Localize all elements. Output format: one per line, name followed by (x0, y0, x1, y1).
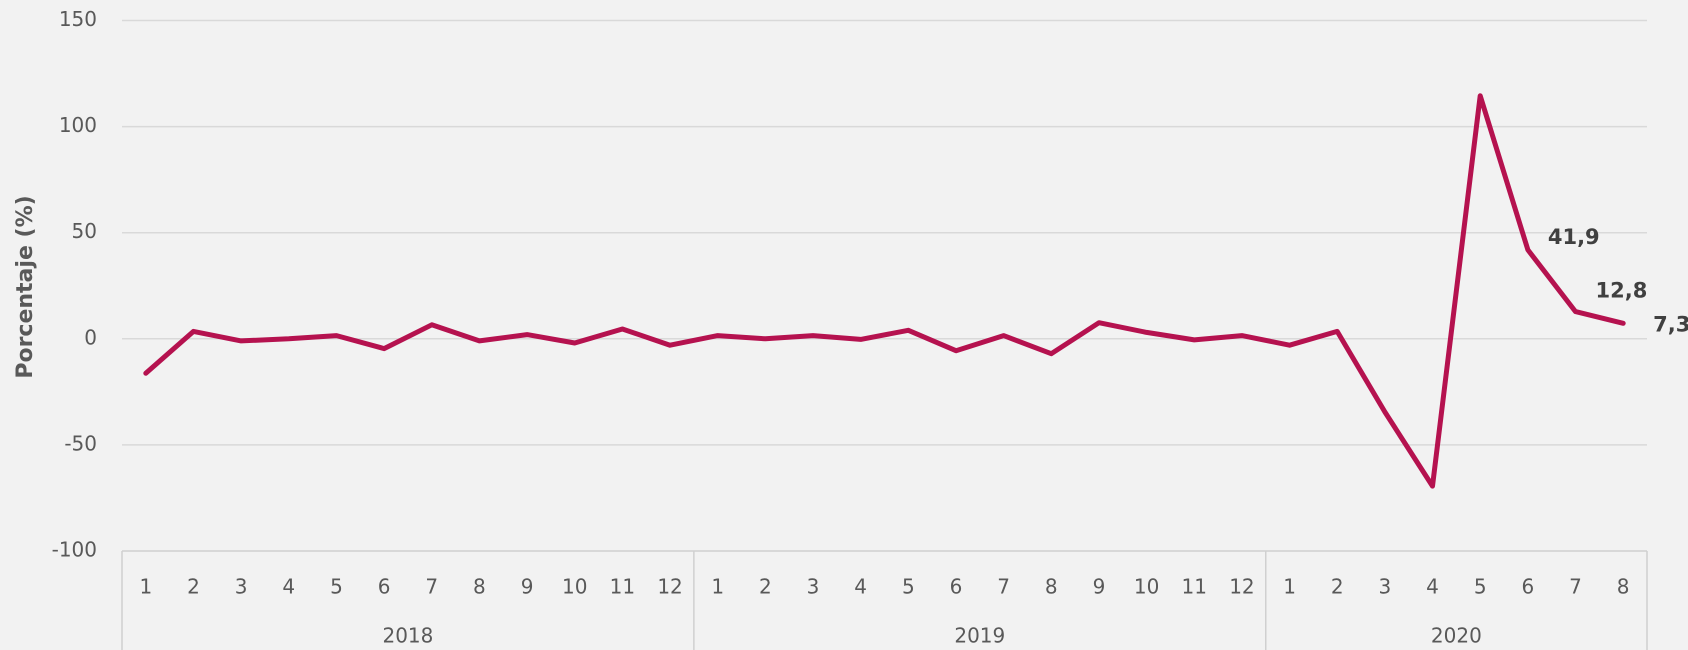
x-tick-label: 10 (1134, 575, 1159, 599)
data-label: 12,8 (1596, 279, 1648, 303)
x-tick-label: 5 (330, 575, 343, 599)
x-tick-label: 12 (657, 575, 682, 599)
group-label: 2018 (382, 624, 433, 648)
x-tick-label: 7 (425, 575, 438, 599)
x-tick-label: 5 (1474, 575, 1487, 599)
x-tick-label: 5 (902, 575, 915, 599)
x-tick-label: 10 (562, 575, 587, 599)
x-tick-label: 2 (1331, 575, 1344, 599)
x-tick-label: 4 (854, 575, 867, 599)
x-tick-label: 3 (807, 575, 820, 599)
x-tick-label: 3 (1379, 575, 1392, 599)
y-tick-label: -50 (64, 431, 97, 455)
x-tick-label: 8 (1045, 575, 1058, 599)
x-tick-label: 6 (378, 575, 391, 599)
line (143, 93, 1626, 489)
group-label: 2020 (1431, 624, 1482, 648)
y-tick-label: -100 (52, 538, 97, 562)
x-tick-label: 3 (235, 575, 248, 599)
x-tick-label: 7 (1569, 575, 1582, 599)
x-tick-label: 12 (1229, 575, 1254, 599)
x-tick-label: 4 (1426, 575, 1439, 599)
x-tick-label: 6 (950, 575, 963, 599)
x-tick-label: 2 (759, 575, 772, 599)
x-tick-label: 7 (997, 575, 1010, 599)
x-tick-label: 8 (473, 575, 486, 599)
x-tick-label: 9 (1093, 575, 1106, 599)
y-tick-label: 100 (59, 113, 97, 137)
data-label: 7,3 (1653, 312, 1688, 336)
x-tick-label: 1 (139, 575, 152, 599)
group-label: 2019 (954, 624, 1005, 648)
y-tick-label: 150 (59, 7, 97, 31)
x-tick-label: 11 (1182, 575, 1207, 599)
x-tick-label: 9 (521, 575, 534, 599)
x-tick-label: 1 (711, 575, 724, 599)
y-tick-label: 50 (72, 219, 97, 243)
x-tick-label: 1 (1283, 575, 1296, 599)
y-axis-label: Porcentaje (%) (13, 195, 38, 378)
data-label: 41,9 (1548, 225, 1600, 249)
x-tick-label: 2 (187, 575, 200, 599)
x-tick-label: 6 (1521, 575, 1534, 599)
x-tick-label: 8 (1617, 575, 1630, 599)
x-tick-label: 4 (282, 575, 295, 599)
x-tick-label: 11 (610, 575, 635, 599)
y-tick-label: 0 (84, 325, 97, 349)
